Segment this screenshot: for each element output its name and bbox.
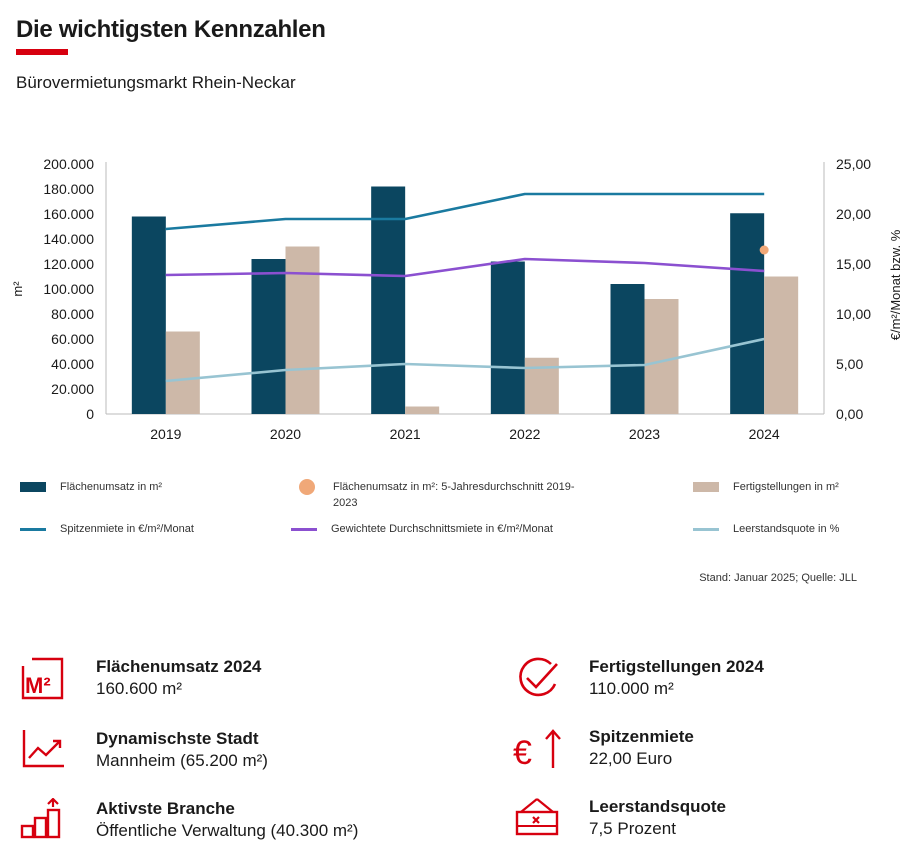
y-left-tick-label: 140.000 [43, 231, 94, 247]
legend-item-leerstand: Leerstandsquote in % [693, 521, 839, 537]
svg-text:€: € [513, 734, 532, 772]
legend-swatch-flaechenumsatz [20, 482, 46, 492]
line-spitzenmiete [165, 192, 765, 231]
y-left-axis-title: m² [10, 281, 25, 297]
bar-flaechenumsatz [610, 284, 645, 414]
y-right-tick-label: 5,00 [836, 356, 863, 372]
legend-item-durchschnittsmiete: Gewichtete Durchschnittsmiete in €/m²/Mo… [291, 521, 553, 537]
growth-steps-icon [20, 797, 70, 844]
line-leerstandsquote [165, 337, 765, 383]
kpi-fertigstellungen: Fertigstellungen 2024 110.000 m² [513, 656, 764, 702]
y-left-tick-label: 100.000 [43, 281, 94, 297]
y-left-tick-label: 0 [86, 406, 94, 422]
legend-label-flaechenumsatz: Flächenumsatz in m² [60, 481, 163, 493]
legend-label-leerstand: Leerstandsquote in % [733, 523, 840, 535]
bar-flaechenumsatz [371, 186, 406, 414]
line-durchschnittsmiete [165, 257, 765, 278]
bar-fertigstellungen [285, 246, 320, 414]
legend-item-fertigstellungen: Fertigstellungen in m² [693, 479, 839, 495]
kpi-title: Aktivste Branche [96, 799, 235, 818]
square-meter-icon: M² [20, 656, 70, 702]
bar-fertigstellungen [764, 276, 799, 414]
y-left-tick-label: 120.000 [43, 256, 94, 272]
kpi-value: 160.600 m² [96, 679, 182, 698]
legend-label-durchschnitt: Flächenumsatz in m²: 5-Jahresdurchschnit… [333, 481, 575, 509]
kpi-title: Flächenumsatz 2024 [96, 657, 262, 676]
legend-label-durchschnittsmiete: Gewichtete Durchschnittsmiete in €/m²/Mo… [331, 523, 553, 535]
trend-chart-icon [20, 728, 70, 774]
euro-up-icon: € [513, 726, 563, 772]
legend-swatch-durchschnitt [299, 479, 315, 495]
kpi-dynamischste-stadt: Dynamischste Stadt Mannheim (65.200 m²) [20, 728, 268, 774]
kpi-title: Leerstandsquote [589, 797, 726, 816]
y-left-tick-label: 160.000 [43, 206, 94, 222]
kpi-title: Fertigstellungen 2024 [589, 657, 764, 676]
legend-swatch-durchschnittsmiete [291, 528, 317, 531]
kpi-title: Dynamischste Stadt [96, 729, 259, 748]
x-tick-label: 2020 [270, 426, 301, 442]
y-left-tick-label: 80.000 [51, 306, 94, 322]
legend-label-fertigstellungen: Fertigstellungen in m² [733, 481, 839, 493]
kpi-title: Spitzenmiete [589, 727, 694, 746]
y-left-tick-label: 20.000 [51, 381, 94, 397]
kpi-spitzenmiete: € Spitzenmiete 22,00 Euro [513, 726, 694, 772]
combo-chart: 200.000 180.000 160.000 140.000 120.000 100.0… [10, 156, 903, 442]
legend-swatch-leerstand [693, 528, 719, 531]
y-right-axis-title: €/m²/Monat bzw. % [888, 229, 903, 340]
y-right-tick-label: 20,00 [836, 206, 871, 222]
bar-fertigstellungen [405, 406, 440, 414]
kpi-value: 110.000 m² [589, 679, 674, 698]
y-left-tick-label: 40.000 [51, 356, 94, 372]
bar-fertigstellungen [644, 299, 679, 414]
y-right-tick-label: 25,00 [836, 156, 871, 172]
kpi-value: 7,5 Prozent [589, 819, 676, 838]
kpi-flaechenumsatz: M² Flächenumsatz 2024 160.600 m² [20, 656, 261, 702]
page-title: Die wichtigsten Kennzahlen [16, 16, 326, 43]
vacancy-sign-icon [513, 796, 563, 842]
y-left-tick-label: 200.000 [43, 156, 94, 172]
bar-flaechenumsatz [490, 261, 525, 414]
y-right-tick-label: 0,00 [836, 406, 863, 422]
source-note: Stand: Januar 2025; Quelle: JLL [699, 572, 857, 584]
x-tick-label: 2022 [509, 426, 540, 442]
legend-swatch-fertigstellungen [693, 482, 719, 492]
legend-label-spitzenmiete: Spitzenmiete in €/m²/Monat [60, 523, 194, 535]
x-tick-label: 2024 [749, 426, 780, 442]
x-tick-label: 2023 [629, 426, 660, 442]
y-left-tick-label: 180.000 [43, 181, 94, 197]
y-left-tick-label: 60.000 [51, 331, 94, 347]
bar-flaechenumsatz [131, 216, 166, 414]
point-5-jahresdurchschnitt [759, 245, 769, 255]
bar-fertigstellungen [165, 331, 200, 414]
y-right-tick-label: 15,00 [836, 256, 871, 272]
bar-flaechenumsatz [730, 213, 765, 414]
title-accent-bar [16, 49, 68, 55]
x-tick-label: 2021 [390, 426, 421, 442]
kpi-leerstandsquote: Leerstandsquote 7,5 Prozent [513, 796, 726, 842]
kpi-value: 22,00 Euro [589, 749, 673, 768]
bar-flaechenumsatz [251, 259, 286, 414]
kpi-value: Mannheim (65.200 m²) [96, 751, 268, 770]
svg-text:M²: M² [25, 673, 51, 698]
legend-item-spitzenmiete: Spitzenmiete in €/m²/Monat [20, 521, 194, 537]
x-tick-label: 2019 [150, 426, 181, 442]
page-subtitle: Bürovermietungsmarkt Rhein-Neckar [16, 73, 296, 92]
y-right-tick-label: 10,00 [836, 306, 871, 322]
checkmark-circle-icon [513, 656, 563, 702]
legend-item-flaechenumsatz: Flächenumsatz in m² [20, 479, 162, 495]
legend-swatch-spitzenmiete [20, 528, 46, 531]
kpi-aktivste-branche: Aktivste Branche Öffentliche Verwaltung … [20, 797, 359, 844]
kpi-value: Öffentliche Verwaltung (40.300 m²) [96, 821, 359, 840]
legend-item-durchschnitt: Flächenumsatz in m²: 5-Jahresdurchschnit… [295, 479, 583, 511]
